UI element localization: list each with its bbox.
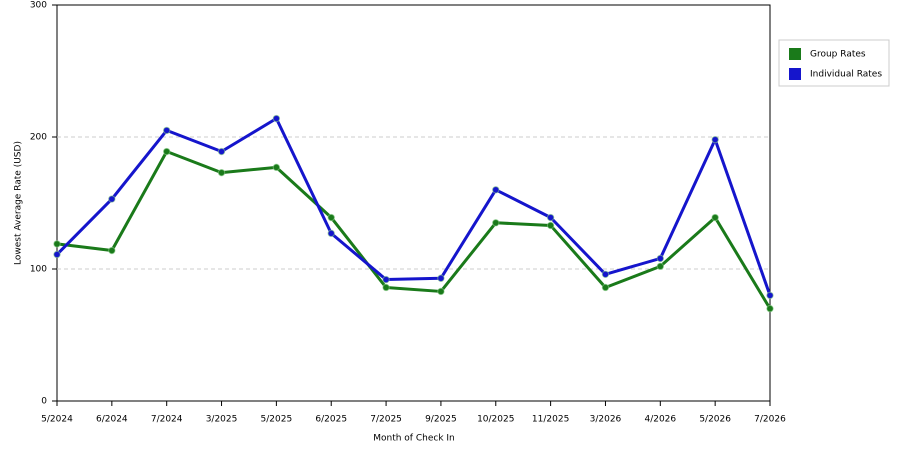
point — [601, 270, 610, 278]
y-tick-label: 300 — [30, 1, 47, 11]
point — [217, 168, 226, 177]
point — [492, 186, 500, 194]
x-tick-label: 4/2026 — [644, 415, 676, 425]
series-line — [55, 117, 772, 296]
legend-label: Individual Rates — [810, 70, 882, 80]
x-tick-label: 7/2025 — [370, 415, 402, 425]
point — [327, 229, 335, 238]
y-axis-label: Lowest Average Rate (USD) — [14, 141, 24, 265]
point — [601, 283, 610, 292]
point — [656, 254, 665, 263]
series-line — [56, 150, 772, 310]
point — [217, 147, 226, 156]
point — [546, 221, 555, 230]
point — [53, 240, 61, 248]
x-tick-label: 6/2025 — [315, 415, 347, 425]
x-tick-label: 11/2025 — [532, 415, 569, 425]
point — [327, 213, 335, 222]
point — [766, 291, 774, 300]
point — [382, 275, 390, 284]
point — [711, 213, 719, 222]
point — [162, 126, 171, 135]
point — [272, 163, 281, 172]
point — [766, 304, 774, 313]
plot-frame — [56, 4, 771, 402]
point — [272, 114, 281, 123]
point — [711, 135, 719, 144]
point — [546, 213, 555, 222]
y-tick-label: 200 — [30, 133, 47, 143]
legend-swatch — [789, 48, 801, 60]
x-tick-label: 6/2024 — [96, 415, 128, 425]
x-axis-label: Month of Check In — [373, 434, 455, 444]
point — [656, 262, 665, 271]
point — [53, 250, 61, 259]
x-tick-label: 9/2025 — [425, 415, 457, 425]
x-tick-label: 3/2026 — [590, 415, 622, 425]
point — [492, 219, 500, 227]
y-tick-label: 0 — [41, 397, 47, 407]
x-tick-label: 7/2024 — [151, 415, 183, 425]
point — [108, 195, 116, 203]
x-tick-label: 5/2026 — [699, 415, 731, 425]
x-tick-label: 7/2026 — [754, 415, 786, 425]
legend-swatch — [789, 68, 801, 80]
x-tick-label: 5/2024 — [41, 415, 73, 425]
x-tick-label: 10/2025 — [477, 415, 514, 425]
point — [437, 287, 445, 296]
point — [162, 147, 171, 156]
y-tick-label: 100 — [30, 265, 47, 275]
x-tick-label: 3/2025 — [206, 415, 238, 425]
point — [108, 246, 116, 255]
x-tick-label: 5/2025 — [261, 415, 293, 425]
point — [437, 274, 445, 282]
legend-label: Group Rates — [810, 50, 866, 60]
point — [382, 283, 390, 292]
